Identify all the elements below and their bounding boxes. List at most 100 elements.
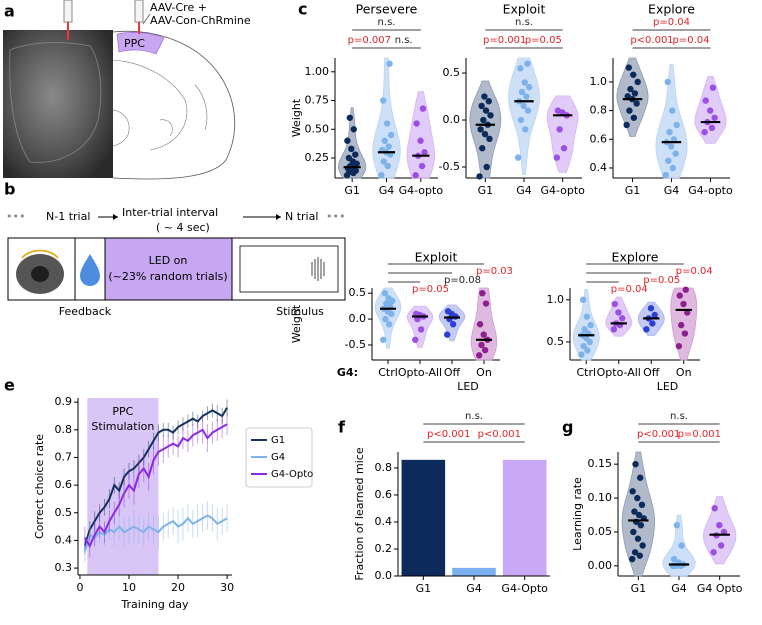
bar bbox=[401, 459, 446, 576]
significance-label: p=0.05 bbox=[525, 35, 562, 46]
data-point bbox=[651, 311, 658, 319]
data-point bbox=[624, 93, 631, 100]
x-tick-label: G4-opto bbox=[399, 184, 444, 197]
data-point bbox=[669, 107, 676, 114]
water-drop bbox=[80, 254, 100, 286]
data-point bbox=[662, 171, 669, 179]
significance-label: n.s. bbox=[378, 17, 396, 28]
data-point bbox=[666, 128, 673, 136]
interval-label: Inter-trial interval bbox=[122, 206, 218, 219]
data-point bbox=[417, 326, 425, 333]
data-point bbox=[627, 85, 634, 93]
data-point bbox=[480, 331, 487, 338]
data-point bbox=[485, 98, 492, 105]
data-point bbox=[387, 131, 395, 139]
y-tick-label: 0.9 bbox=[55, 395, 73, 408]
y-tick-label: -0.5 bbox=[439, 160, 460, 173]
y-tick-label: 0.2 bbox=[375, 542, 393, 555]
data-point bbox=[710, 549, 717, 556]
significance-label: p=0.04 bbox=[611, 284, 648, 295]
data-point bbox=[517, 116, 525, 124]
y-tick-label: -0.5 bbox=[345, 338, 366, 351]
led-box bbox=[104, 237, 233, 301]
significance-label: p=0.05 bbox=[412, 284, 449, 295]
data-point bbox=[381, 137, 388, 144]
data-point bbox=[386, 60, 393, 67]
data-point bbox=[522, 126, 529, 133]
data-point bbox=[581, 326, 588, 333]
chart-title: Explore bbox=[648, 2, 695, 17]
y-axis-label: Correct choice rate bbox=[33, 434, 46, 539]
y-axis-label: Fraction of learned mice bbox=[353, 447, 366, 580]
x-tick-label: G1 bbox=[478, 184, 494, 197]
panel-letter: b bbox=[4, 180, 15, 199]
data-point bbox=[525, 83, 533, 91]
significance-label: p<0.001 bbox=[630, 35, 673, 46]
stimulation-period bbox=[87, 398, 159, 575]
data-point bbox=[421, 149, 428, 156]
data-point bbox=[553, 154, 561, 161]
data-point bbox=[444, 308, 452, 315]
x-tick-label: 0 bbox=[76, 581, 83, 594]
x-tick-label: G4 bbox=[664, 184, 680, 197]
x-tick-label: G4 bbox=[379, 184, 395, 197]
data-point bbox=[677, 321, 685, 329]
significance-label: p=0.007 bbox=[348, 35, 391, 46]
y-tick-label: 0.10 bbox=[588, 491, 613, 504]
data-point bbox=[667, 143, 675, 150]
x-tick-label: G1 bbox=[416, 582, 432, 595]
significance-label: p=0.04 bbox=[676, 266, 713, 277]
data-point bbox=[481, 93, 488, 100]
x-tick-label: Off bbox=[643, 366, 660, 379]
data-point bbox=[638, 501, 646, 509]
data-point bbox=[709, 84, 717, 91]
turn-arrow bbox=[21, 249, 59, 259]
y-axis-label: Weight bbox=[290, 98, 303, 137]
ppc-region bbox=[116, 32, 165, 55]
data-point bbox=[524, 107, 532, 114]
data-point bbox=[635, 511, 643, 519]
fiber bbox=[134, 0, 144, 23]
data-point bbox=[479, 289, 486, 297]
data-point bbox=[476, 321, 484, 328]
x-tick-label: On bbox=[676, 366, 692, 379]
trial-label: N-1 trial bbox=[46, 210, 90, 223]
led-fraction: (~23% random trials) bbox=[108, 270, 227, 283]
data-point bbox=[383, 120, 391, 127]
violin bbox=[703, 496, 737, 565]
data-point bbox=[384, 162, 391, 170]
y-tick-label: 0.25 bbox=[305, 151, 330, 164]
data-point bbox=[584, 347, 591, 354]
data-point bbox=[481, 346, 489, 354]
data-point bbox=[520, 102, 527, 110]
data-point bbox=[478, 102, 485, 110]
data-point bbox=[583, 313, 591, 320]
data-point bbox=[682, 286, 689, 293]
data-point bbox=[518, 88, 526, 96]
y-tick-label: 0.5 bbox=[547, 335, 565, 348]
data-point bbox=[385, 143, 392, 150]
data-point bbox=[631, 549, 639, 556]
chart-title: Exploit bbox=[415, 250, 458, 265]
y-axis-label: Weight bbox=[290, 304, 303, 343]
significance-label: p=0.04 bbox=[653, 17, 690, 28]
data-point bbox=[619, 315, 626, 322]
y-tick-label: 0.7 bbox=[55, 450, 73, 463]
data-point bbox=[680, 300, 687, 308]
data-point bbox=[579, 296, 587, 304]
data-point bbox=[631, 90, 639, 97]
y-tick-label: 0.0 bbox=[349, 312, 367, 325]
data-point bbox=[578, 351, 585, 358]
data-point bbox=[717, 542, 725, 549]
data-point bbox=[629, 555, 636, 563]
data-point bbox=[486, 135, 493, 143]
data-point bbox=[482, 300, 490, 307]
data-point bbox=[586, 338, 593, 346]
x-tick-label: G4 Opto bbox=[697, 582, 743, 595]
region-label: PPC bbox=[124, 37, 145, 50]
significance-label: p=0.05 bbox=[643, 275, 680, 286]
data-point bbox=[711, 505, 718, 512]
y-tick-label: 0.6 bbox=[590, 132, 608, 145]
data-point bbox=[649, 320, 656, 327]
